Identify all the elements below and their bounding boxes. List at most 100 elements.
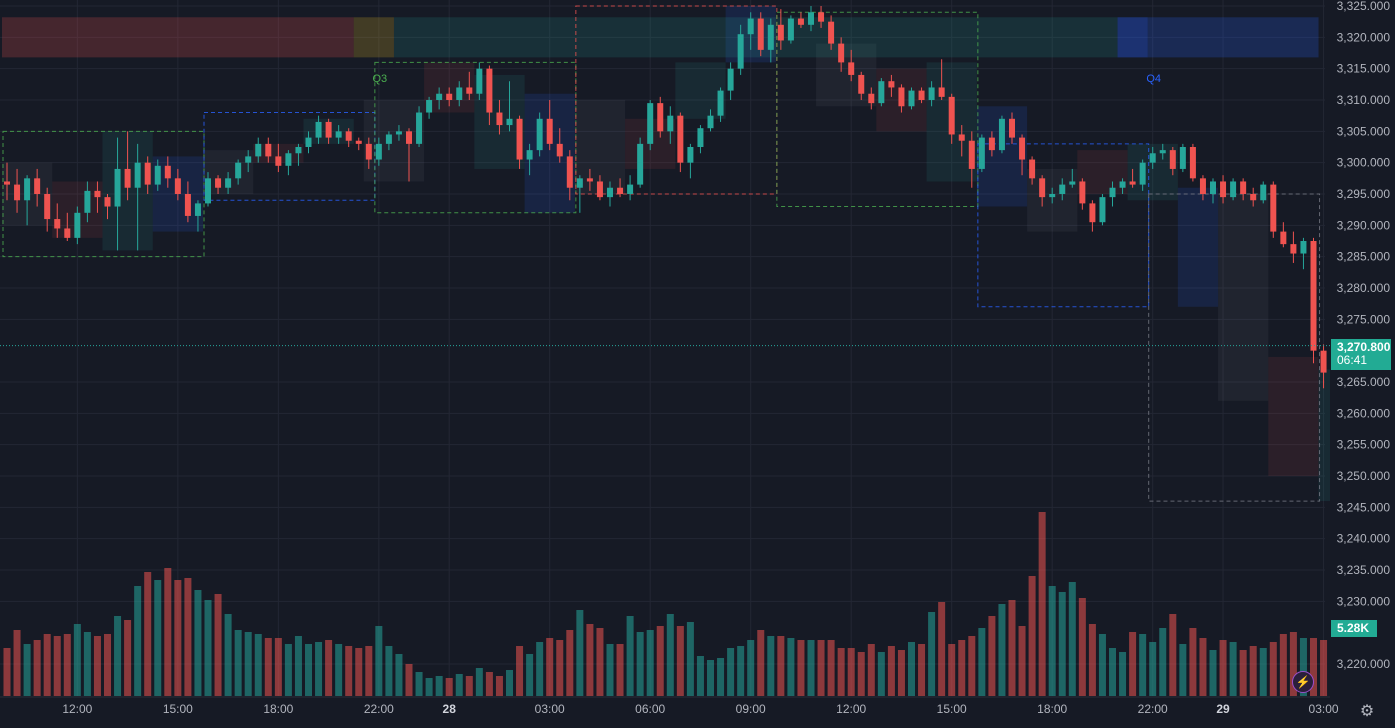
volume-bar <box>938 602 946 696</box>
volume-bar <box>1289 632 1297 696</box>
price-tick-label: 3,260.000 <box>1337 406 1391 420</box>
candle-body <box>1099 197 1106 223</box>
candle-body <box>777 24 784 41</box>
price-tick-label: 3,295.000 <box>1337 187 1391 201</box>
volume-bar <box>908 642 915 696</box>
candle-body <box>1089 203 1096 223</box>
candle-body <box>215 178 222 188</box>
lightning-icon[interactable]: ⚡ <box>1292 671 1314 693</box>
volume-bar <box>274 638 282 696</box>
volume-bar <box>928 612 936 696</box>
volume-bar <box>23 644 31 696</box>
candle-body <box>607 187 613 198</box>
candle-body <box>1310 241 1317 351</box>
candle-body <box>104 197 111 207</box>
candle-body <box>898 87 905 107</box>
candle-body <box>476 68 483 94</box>
candle-body <box>968 140 975 169</box>
zone-overlays <box>2 5 1389 502</box>
candle-body <box>717 90 724 116</box>
candle-body <box>1199 178 1206 194</box>
volume-bar <box>1169 614 1177 696</box>
candle-body <box>285 153 292 166</box>
time-axis[interactable]: 12:00 15:00 18:00 22:00 28 03:00 06:00 09:00 12:… <box>0 696 1339 716</box>
time-tick-label: 12:00 <box>836 702 866 716</box>
candle-body <box>24 178 31 201</box>
candlesticks <box>4 6 1395 476</box>
volume-bar <box>566 630 574 696</box>
candle-body <box>1270 184 1277 232</box>
volume-bar <box>737 646 745 696</box>
volume-bar <box>1109 648 1116 696</box>
candle-body <box>1220 181 1227 198</box>
volume-bar <box>918 644 926 696</box>
volume-bar <box>104 634 111 696</box>
candle-body <box>948 96 955 135</box>
zone-box <box>1077 150 1128 194</box>
volume-bar <box>1189 628 1197 696</box>
volume-bar <box>958 640 966 696</box>
candle-body <box>737 34 744 69</box>
volume-bar <box>606 644 614 696</box>
price-tick-label: 3,280.000 <box>1337 281 1391 295</box>
candle-body <box>84 190 91 213</box>
candle-body <box>868 93 875 104</box>
session-band <box>353 17 394 58</box>
volume-bar <box>214 594 222 696</box>
price-tick-label: 3,325.000 <box>1337 0 1391 13</box>
volume-bar <box>837 648 845 696</box>
candle-body <box>747 18 754 35</box>
volume-bar <box>616 644 624 696</box>
candle-body <box>1280 231 1287 245</box>
volume-bar <box>877 652 885 696</box>
volume-bar <box>757 630 765 696</box>
candle-body <box>978 137 985 169</box>
candle-body <box>225 178 232 188</box>
range-box <box>203 112 376 201</box>
time-tick-label: 15:00 <box>163 702 193 716</box>
volume-bar <box>596 628 604 696</box>
gear-icon[interactable]: ⚙ <box>1359 703 1375 720</box>
time-tick-label: 03:00 <box>1309 702 1339 716</box>
volume-bar <box>445 678 453 696</box>
candle-body <box>365 143 372 160</box>
candle-body <box>395 131 402 135</box>
price-tick-label: 3,220.000 <box>1337 657 1391 671</box>
range-box <box>776 11 979 208</box>
volume-bar <box>857 652 865 696</box>
price-tick-label: 3,255.000 <box>1337 438 1391 452</box>
volume-bar <box>33 640 41 696</box>
candle-body <box>1049 194 1056 198</box>
candle-body <box>988 137 995 151</box>
candle-body <box>1169 150 1176 169</box>
volume-bar <box>1038 512 1046 696</box>
volume-bar <box>43 634 51 696</box>
volume-bar <box>455 674 463 696</box>
volume-bar <box>1249 646 1257 696</box>
volume-bar <box>234 630 242 696</box>
candle-body <box>134 162 141 188</box>
candle-body <box>345 131 352 141</box>
volume-bar <box>325 640 333 696</box>
volume-bar <box>506 670 513 696</box>
candle-body <box>1240 181 1247 194</box>
candle-body <box>1260 184 1267 201</box>
volume-bar <box>1229 642 1237 696</box>
zone-box <box>816 43 877 107</box>
volume-bar <box>1119 652 1127 696</box>
volume-bar <box>707 660 714 696</box>
candle-body <box>617 187 624 194</box>
volume-bar <box>244 632 252 696</box>
volume-bar <box>435 676 443 696</box>
candle-body <box>1179 147 1186 169</box>
volume-bar <box>294 636 302 696</box>
volume-bar <box>1139 634 1147 696</box>
time-tick-label: 12:00 <box>62 702 92 716</box>
candle-body <box>757 18 764 50</box>
time-tick-label: 06:00 <box>635 702 665 716</box>
volume-bar <box>3 648 11 696</box>
volume-bar <box>656 626 664 696</box>
price-tick-label: 3,265.000 <box>1337 375 1391 389</box>
candle-body <box>878 81 885 104</box>
